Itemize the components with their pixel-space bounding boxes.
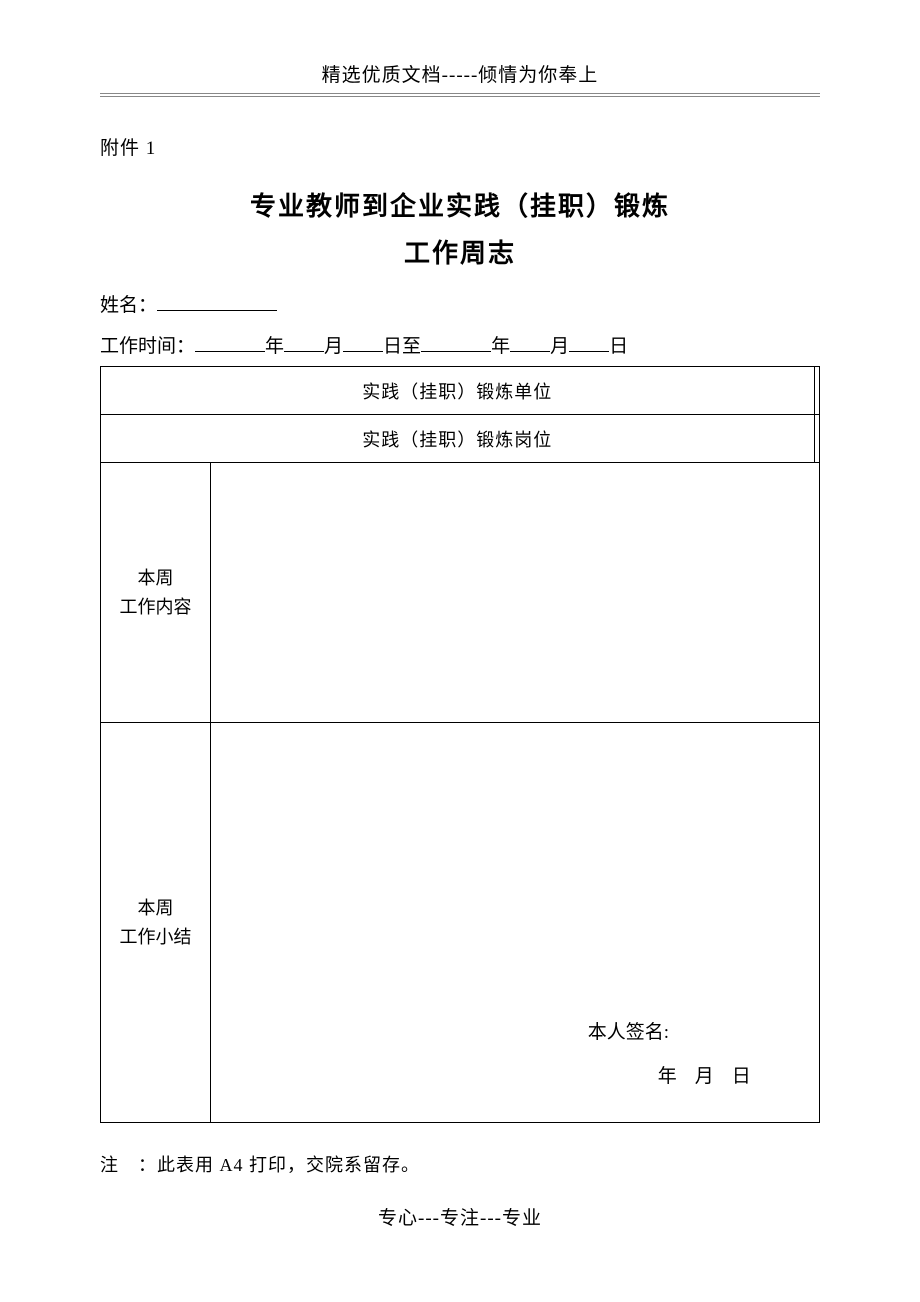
unit-label-cell: 实践（挂职）锻炼单位 bbox=[101, 367, 815, 415]
week-summary-label-cell: 本周 工作小结 bbox=[101, 723, 211, 1123]
work-time-line: 工作时间： 年 月 日至 年 月 日 bbox=[100, 331, 820, 358]
document-title-line1: 专业教师到企业实践（挂职）锻炼 bbox=[100, 186, 820, 223]
month-unit-2: 月 bbox=[550, 336, 569, 357]
form-table: 实践（挂职）锻炼单位 实践（挂职）锻炼岗位 本周 工作内容 本周 工作小结 本人… bbox=[100, 366, 820, 1123]
year-unit-2: 年 bbox=[491, 336, 510, 357]
week-summary-value-cell[interactable]: 本人签名: 年月日 bbox=[211, 723, 820, 1123]
week-summary-label-l2: 工作小结 bbox=[120, 927, 192, 947]
note-text: 注 ：此表用 A4 打印，交院系留存。 bbox=[100, 1151, 820, 1177]
table-row-position: 实践（挂职）锻炼岗位 bbox=[101, 415, 820, 463]
week-summary-label-l1: 本周 bbox=[138, 898, 174, 918]
document-page: 精选优质文档-----倾情为你奉上 附件 1 专业教师到企业实践（挂职）锻炼 工… bbox=[0, 0, 920, 1270]
name-input-blank[interactable] bbox=[157, 291, 277, 311]
header-rule bbox=[100, 96, 820, 97]
month-unit-1: 月 bbox=[324, 336, 343, 357]
attachment-label: 附件 1 bbox=[100, 133, 820, 160]
name-label: 姓名： bbox=[100, 295, 157, 316]
position-value-cell[interactable] bbox=[814, 415, 820, 463]
table-row-unit: 实践（挂职）锻炼单位 bbox=[101, 367, 820, 415]
position-label-cell: 实践（挂职）锻炼岗位 bbox=[101, 415, 815, 463]
page-footer: 专心---专注---专业 bbox=[100, 1203, 820, 1230]
end-year-blank[interactable] bbox=[421, 332, 491, 352]
week-content-label-l2: 工作内容 bbox=[120, 597, 192, 617]
week-content-value-cell[interactable] bbox=[211, 463, 820, 723]
week-content-label-cell: 本周 工作内容 bbox=[101, 463, 211, 723]
end-month-blank[interactable] bbox=[510, 332, 550, 352]
table-row-week-content: 本周 工作内容 bbox=[101, 463, 820, 723]
document-title-line2: 工作周志 bbox=[100, 233, 820, 270]
page-header: 精选优质文档-----倾情为你奉上 bbox=[100, 60, 820, 94]
day-to-unit: 日至 bbox=[383, 336, 421, 357]
end-day-blank[interactable] bbox=[569, 332, 609, 352]
time-label: 工作时间： bbox=[100, 336, 195, 357]
signature-label: 本人签名: bbox=[588, 1014, 669, 1052]
start-month-blank[interactable] bbox=[284, 332, 324, 352]
signature-block: 本人签名: 年月日 bbox=[588, 1014, 789, 1096]
week-content-label-l1: 本周 bbox=[138, 568, 174, 588]
start-year-blank[interactable] bbox=[195, 332, 265, 352]
table-row-week-summary: 本周 工作小结 本人签名: 年月日 bbox=[101, 723, 820, 1123]
day-unit: 日 bbox=[609, 336, 628, 357]
name-field-line: 姓名： bbox=[100, 290, 820, 317]
year-unit-1: 年 bbox=[265, 336, 284, 357]
start-day-blank[interactable] bbox=[343, 332, 383, 352]
signature-date: 年月日 bbox=[588, 1058, 789, 1096]
unit-value-cell[interactable] bbox=[814, 367, 820, 415]
